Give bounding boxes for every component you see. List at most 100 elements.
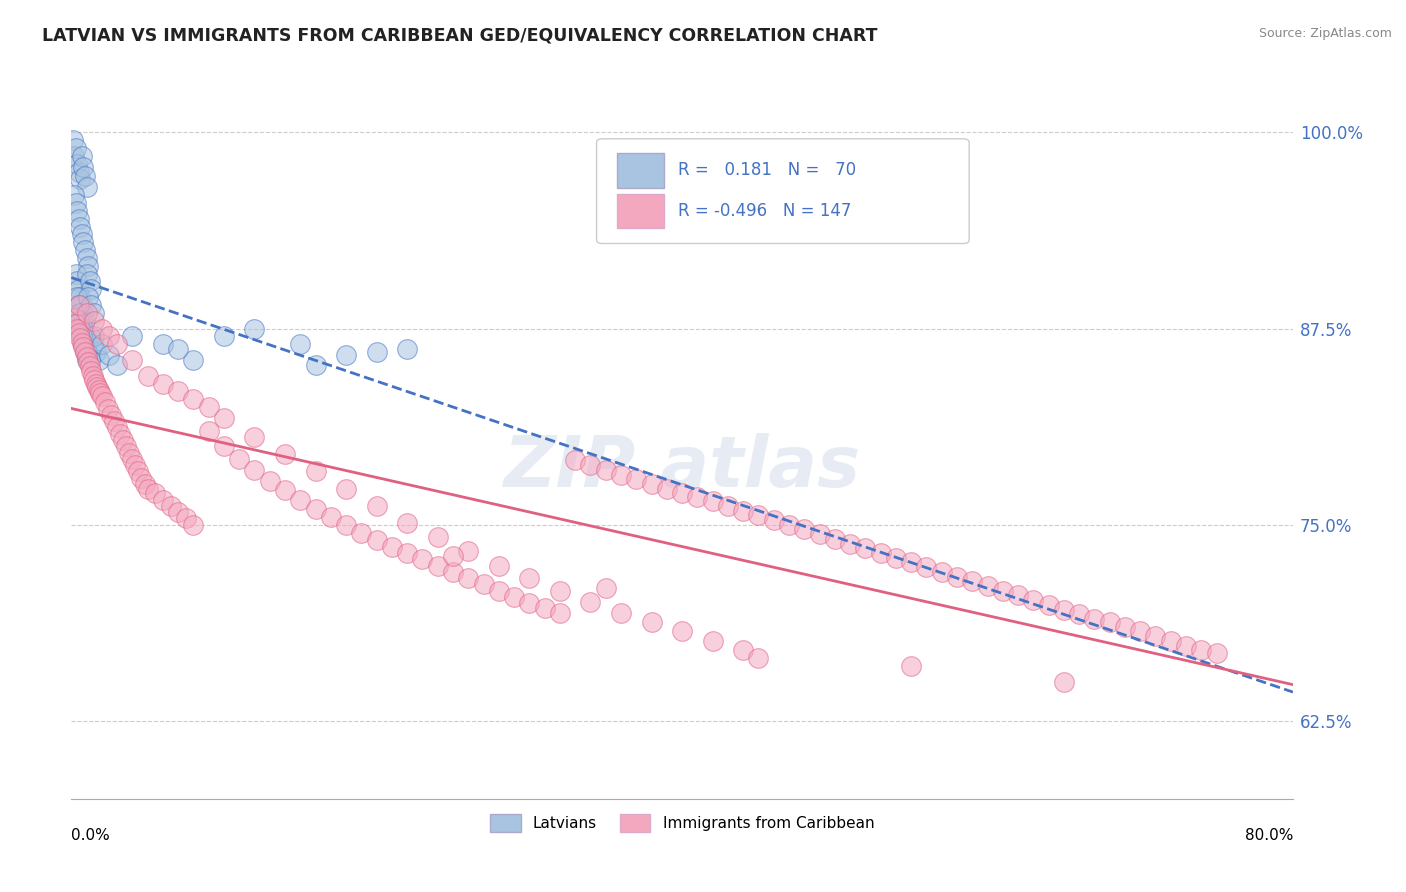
- Point: [503, 590, 526, 604]
- Point: [80, 364, 103, 378]
- Point: [118, 445, 141, 459]
- Point: [67, 314, 90, 328]
- Point: [83, 314, 105, 328]
- Point: [121, 329, 143, 343]
- Point: [63, 310, 86, 325]
- Text: R =   0.181   N =   70: R = 0.181 N = 70: [679, 161, 856, 179]
- Point: [70, 329, 93, 343]
- Point: [70, 329, 93, 343]
- Point: [304, 358, 326, 372]
- Point: [76, 267, 98, 281]
- Point: [488, 583, 510, 598]
- Point: [152, 492, 174, 507]
- Point: [900, 659, 922, 673]
- Point: [152, 376, 174, 391]
- Point: [66, 203, 89, 218]
- Point: [67, 211, 90, 226]
- Point: [197, 424, 219, 438]
- Point: [733, 643, 755, 657]
- Point: [548, 583, 571, 598]
- Point: [457, 544, 479, 558]
- Text: 0.0%: 0.0%: [72, 828, 110, 843]
- Point: [366, 533, 388, 548]
- Point: [82, 337, 104, 351]
- Point: [441, 565, 464, 579]
- Text: Source: ZipAtlas.com: Source: ZipAtlas.com: [1258, 27, 1392, 40]
- Point: [747, 508, 769, 523]
- Point: [136, 368, 159, 383]
- Point: [67, 326, 90, 341]
- Point: [127, 464, 149, 478]
- Point: [79, 275, 101, 289]
- Point: [62, 133, 84, 147]
- Point: [853, 541, 876, 556]
- Point: [808, 527, 831, 541]
- Point: [212, 411, 235, 425]
- Point: [472, 577, 495, 591]
- Point: [396, 342, 419, 356]
- Point: [824, 532, 846, 546]
- Point: [366, 499, 388, 513]
- Point: [72, 321, 94, 335]
- Text: 80.0%: 80.0%: [1244, 828, 1294, 843]
- Point: [274, 447, 297, 461]
- Point: [69, 172, 91, 186]
- Point: [243, 430, 266, 444]
- Point: [70, 149, 93, 163]
- Point: [762, 513, 785, 527]
- Point: [152, 337, 174, 351]
- Point: [595, 581, 617, 595]
- Point: [98, 329, 121, 343]
- Point: [1022, 593, 1045, 607]
- Point: [702, 494, 724, 508]
- Point: [274, 483, 297, 498]
- Point: [381, 540, 404, 554]
- Point: [66, 290, 89, 304]
- Point: [626, 472, 648, 486]
- Point: [90, 337, 112, 351]
- Point: [839, 536, 862, 550]
- Text: LATVIAN VS IMMIGRANTS FROM CARIBBEAN GED/EQUIVALENCY CORRELATION CHART: LATVIAN VS IMMIGRANTS FROM CARIBBEAN GED…: [42, 27, 877, 45]
- Point: [1038, 598, 1060, 612]
- Point: [1069, 607, 1091, 622]
- Point: [1129, 624, 1152, 639]
- Point: [519, 571, 541, 585]
- Point: [86, 379, 108, 393]
- Point: [167, 384, 190, 399]
- Point: [167, 505, 190, 519]
- Point: [671, 624, 693, 639]
- Point: [640, 477, 662, 491]
- FancyBboxPatch shape: [596, 139, 969, 244]
- Point: [73, 314, 96, 328]
- Point: [671, 486, 693, 500]
- Point: [519, 596, 541, 610]
- Point: [63, 149, 86, 163]
- Point: [869, 546, 891, 560]
- Point: [79, 329, 101, 343]
- Point: [94, 395, 117, 409]
- Point: [1205, 647, 1227, 661]
- Point: [100, 408, 122, 422]
- Point: [87, 353, 110, 368]
- Point: [121, 353, 143, 368]
- Point: [77, 259, 100, 273]
- Point: [426, 558, 449, 573]
- Point: [63, 188, 86, 202]
- Point: [83, 306, 105, 320]
- Point: [69, 219, 91, 234]
- Point: [79, 353, 101, 368]
- Point: [991, 583, 1014, 598]
- Point: [335, 517, 357, 532]
- Point: [579, 595, 602, 609]
- Point: [441, 549, 464, 563]
- Point: [70, 227, 93, 242]
- Point: [1098, 615, 1121, 629]
- Point: [77, 290, 100, 304]
- Point: [304, 464, 326, 478]
- Point: [105, 420, 128, 434]
- Text: ZIP atlas: ZIP atlas: [503, 433, 860, 502]
- Point: [67, 298, 90, 312]
- Point: [290, 337, 312, 351]
- Point: [72, 337, 94, 351]
- Point: [1160, 634, 1182, 648]
